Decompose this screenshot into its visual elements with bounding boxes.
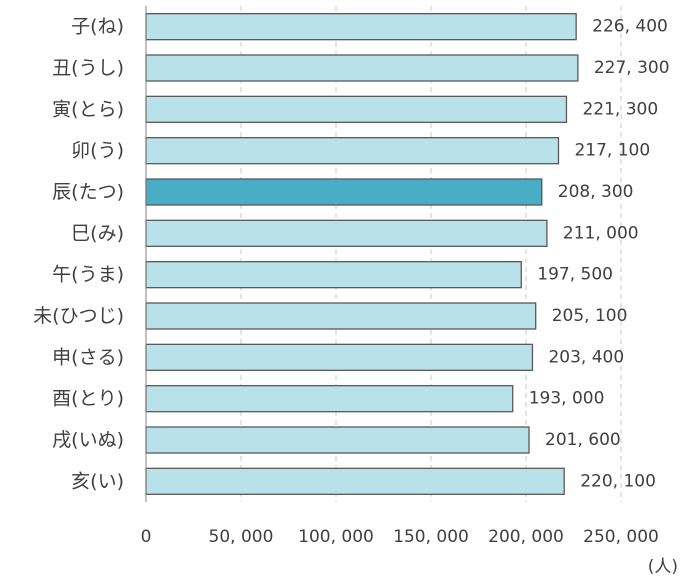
value-label: 221, 300	[582, 99, 658, 119]
bar	[145, 219, 548, 247]
value-label: 197, 500	[537, 265, 613, 285]
category-label: 午(うま)	[52, 264, 124, 286]
category-label: 辰(たつ)	[52, 181, 124, 203]
category-label: 丑(うし)	[52, 57, 124, 79]
x-axis-tick-labels: 0 50, 000 100, 000 150, 000 200, 000 250, 000	[141, 527, 659, 547]
category-label: 卯(う)	[71, 140, 124, 162]
bar	[145, 178, 543, 206]
value-label: 208, 300	[558, 182, 634, 202]
x-tick-label: 200, 000	[488, 527, 564, 547]
bar	[145, 261, 522, 289]
bars	[145, 13, 579, 495]
category-label: 戌(いぬ)	[52, 429, 124, 451]
category-label: 亥(い)	[71, 470, 124, 492]
bar	[145, 385, 514, 413]
value-label: 201, 600	[545, 430, 621, 450]
value-label: 203, 400	[548, 347, 624, 367]
category-label: 巳(み)	[71, 222, 124, 244]
bar	[145, 343, 534, 371]
value-label: 193, 000	[529, 389, 605, 409]
x-tick-label: 250, 000	[583, 527, 659, 547]
value-label: 205, 100	[552, 306, 628, 326]
value-label: 226, 400	[592, 17, 668, 37]
bar	[145, 13, 577, 41]
value-label: 227, 300	[594, 58, 670, 78]
value-label: 211, 000	[563, 223, 639, 243]
bar	[145, 302, 537, 330]
bar	[145, 467, 565, 495]
category-label: 子(ね)	[71, 16, 124, 38]
bar	[145, 137, 560, 165]
value-label: 220, 100	[580, 471, 656, 491]
bar	[145, 426, 530, 454]
category-label: 申(さる)	[52, 346, 124, 368]
value-labels: 226, 400 227, 300 221, 300 217, 100 208, 300…	[529, 17, 670, 492]
grid-lines	[240, 6, 622, 502]
category-label: 寅(とら)	[52, 98, 124, 120]
x-tick-label: 100, 000	[298, 527, 374, 547]
x-tick-label: 50, 000	[209, 527, 274, 547]
category-label: 未(ひつじ)	[33, 305, 124, 327]
unit-label: (人)	[648, 557, 678, 577]
value-label: 217, 100	[574, 141, 650, 161]
bar	[145, 95, 568, 123]
x-tick-label: 0	[141, 527, 152, 547]
category-labels: 子(ね) 丑(うし) 寅(とら) 卯(う) 辰(たつ) 巳(み) 午(うま) 未(ひつじ) 申(…	[33, 16, 124, 493]
category-label: 酉(とり)	[52, 388, 124, 410]
x-tick-label: 150, 000	[393, 527, 469, 547]
bar	[145, 54, 579, 82]
